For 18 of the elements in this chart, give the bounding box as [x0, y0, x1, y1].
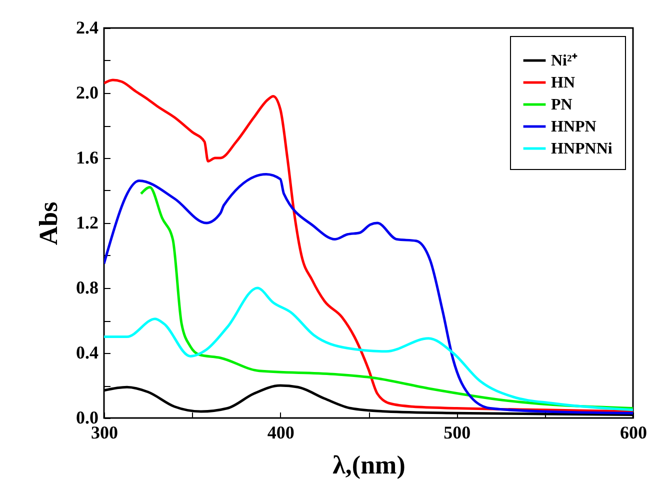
line-series [104, 78, 633, 413]
y-tick-label: 2.0 [76, 82, 98, 102]
legend-label: HNPN [551, 118, 597, 136]
legend-label: HN [551, 74, 576, 92]
x-tick-label: 500 [444, 422, 471, 442]
legend-label: PN [551, 96, 573, 114]
y-tick-label: 0.8 [76, 278, 98, 298]
x-tick-label: 400 [267, 422, 294, 442]
y-tick-label: 1.2 [76, 212, 98, 232]
line-series [104, 286, 633, 412]
y-axis-title: Abs [34, 202, 63, 246]
x-tick-label: 600 [620, 422, 647, 442]
y-tick-label: 1.6 [76, 148, 98, 168]
legend-label: HNPNNi [551, 140, 613, 158]
y-tick-label: 2.4 [76, 18, 98, 38]
legend-label: Ni²⁺ [551, 52, 578, 70]
x-axis-title: λ,(nm) [332, 450, 406, 480]
y-tick-label: 0.4 [76, 342, 98, 362]
